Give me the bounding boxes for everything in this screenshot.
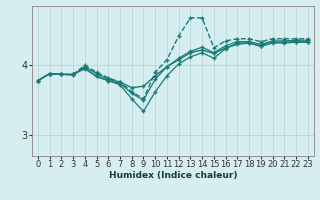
- X-axis label: Humidex (Indice chaleur): Humidex (Indice chaleur): [108, 171, 237, 180]
